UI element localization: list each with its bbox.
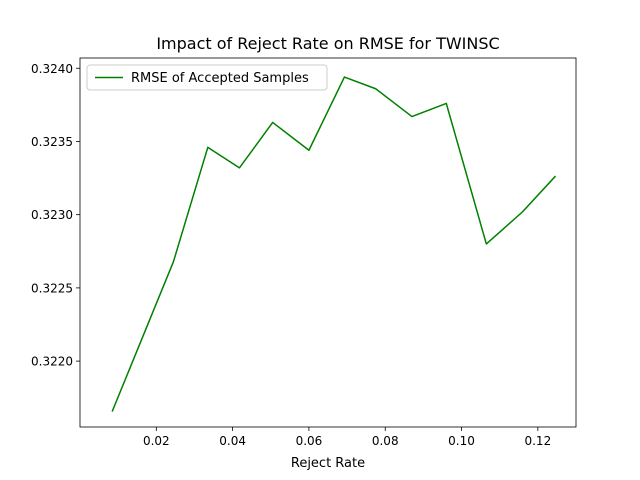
legend-box bbox=[86, 64, 328, 91]
y-tick-label: 0.3225 bbox=[31, 281, 73, 295]
axes-frame bbox=[79, 57, 577, 428]
series-line-0 bbox=[111, 76, 557, 412]
x-tick-label: 0.12 bbox=[524, 434, 551, 448]
x-tick-label: 0.06 bbox=[296, 434, 323, 448]
y-tick-label: 0.3240 bbox=[31, 62, 73, 76]
y-tick-label: 0.3220 bbox=[31, 355, 73, 369]
x-tick-label: 0.08 bbox=[372, 434, 399, 448]
x-tick-label: 0.04 bbox=[219, 434, 246, 448]
x-tick-label: 0.02 bbox=[143, 434, 170, 448]
x-axis-label: Reject Rate bbox=[291, 456, 365, 471]
legend-label: RMSE of Accepted Samples bbox=[131, 71, 309, 86]
chart-title: Impact of Reject Rate on RMSE for TWINSC bbox=[156, 34, 499, 53]
x-tick-label: 0.10 bbox=[448, 434, 475, 448]
y-tick-label: 0.3230 bbox=[31, 208, 73, 222]
plot-area: 0.02 0.04 0.06 0.08 0.10 0.12 0.3220 0.3225 0.32… bbox=[31, 57, 577, 448]
y-tick-label: 0.3235 bbox=[31, 135, 73, 149]
